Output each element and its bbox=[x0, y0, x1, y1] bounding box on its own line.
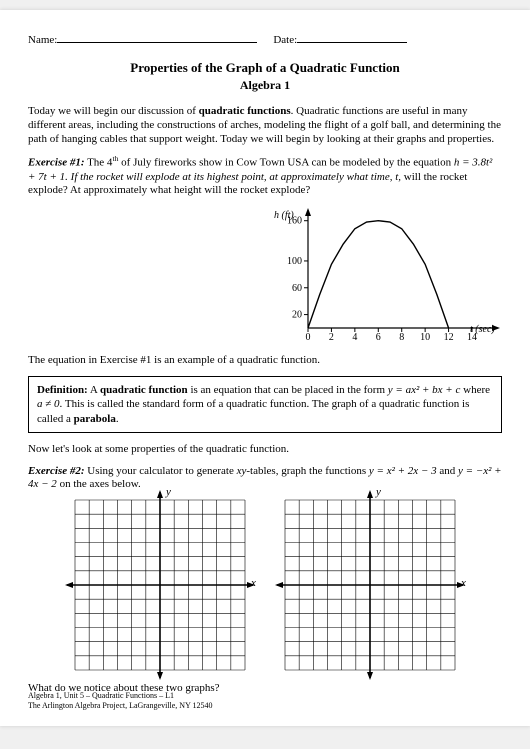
definition-box: Definition: A quadratic function is an e… bbox=[28, 376, 502, 433]
svg-text:8: 8 bbox=[399, 332, 404, 343]
svg-text:12: 12 bbox=[444, 332, 454, 343]
parabola-chart: h (ft)t (sec)024681012142060100160 bbox=[262, 206, 502, 346]
grid-left bbox=[75, 500, 245, 670]
ex2-d: on the axes below. bbox=[57, 478, 141, 490]
ex2-xy: xy bbox=[237, 465, 247, 477]
name-blank[interactable] bbox=[57, 32, 257, 43]
date-blank[interactable] bbox=[297, 32, 407, 43]
post-chart-text: The equation in Exercise #1 is an exampl… bbox=[28, 354, 502, 368]
grid-y-label: y bbox=[376, 486, 381, 498]
def-j: . bbox=[116, 413, 119, 425]
ex2-eq1: y = x² + 2x − 3 bbox=[369, 465, 437, 477]
grid-right-holder: y x bbox=[285, 500, 455, 674]
name-label: Name: bbox=[28, 34, 57, 46]
exercise-1: Exercise #1: The 4th of July fireworks s… bbox=[28, 154, 502, 198]
grid-x-label: x bbox=[251, 577, 256, 589]
def-label: Definition: bbox=[37, 384, 88, 396]
def-c: quadratic function bbox=[100, 384, 188, 396]
svg-text:160: 160 bbox=[287, 216, 302, 227]
svg-text:0: 0 bbox=[306, 332, 311, 343]
ex2-a: Using your calculator to generate bbox=[87, 465, 236, 477]
page-subtitle: Algebra 1 bbox=[28, 78, 502, 93]
svg-text:4: 4 bbox=[352, 332, 357, 343]
page-title: Properties of the Graph of a Quadratic F… bbox=[28, 60, 502, 76]
header-row: Name: Date: bbox=[28, 32, 502, 46]
ex2-c: and bbox=[437, 465, 458, 477]
def-i: parabola bbox=[74, 413, 116, 425]
grid-y-label: y bbox=[166, 486, 171, 498]
transition-text: Now let's look at some properties of the… bbox=[28, 443, 502, 457]
date-field: Date: bbox=[273, 32, 407, 46]
intro-a: Today we will begin our discussion of bbox=[28, 105, 199, 117]
ex2-b: -tables, graph the functions bbox=[246, 465, 369, 477]
grid-right bbox=[285, 500, 455, 670]
def-b: A bbox=[88, 384, 100, 396]
svg-text:14: 14 bbox=[467, 332, 477, 343]
svg-text:10: 10 bbox=[420, 332, 430, 343]
def-e: y = ax² + bx + c bbox=[388, 384, 461, 396]
def-g: a ≠ 0 bbox=[37, 398, 60, 410]
name-field: Name: bbox=[28, 32, 257, 46]
svg-text:60: 60 bbox=[292, 283, 302, 294]
ex1-a: The 4 bbox=[87, 157, 112, 169]
grid-left-holder: y x bbox=[75, 500, 245, 674]
footer-line2: The Arlington Algebra Project, LaGrangev… bbox=[28, 701, 213, 710]
ex2-label: Exercise #2: bbox=[28, 465, 85, 477]
exercise-2: Exercise #2: Using your calculator to ge… bbox=[28, 465, 502, 493]
svg-text:6: 6 bbox=[376, 332, 381, 343]
svg-text:2: 2 bbox=[329, 332, 334, 343]
page: Name: Date: Properties of the Graph of a… bbox=[0, 10, 530, 726]
ex1-label: Exercise #1: bbox=[28, 157, 85, 169]
def-d: is an equation that can be placed in the… bbox=[188, 384, 388, 396]
grids-row: y x y x bbox=[28, 500, 502, 674]
svg-text:100: 100 bbox=[287, 256, 302, 267]
parabola-chart-wrap: h (ft)t (sec)024681012142060100160 bbox=[28, 206, 502, 346]
svg-text:20: 20 bbox=[292, 310, 302, 321]
date-label: Date: bbox=[273, 34, 297, 46]
page-footer: Algebra 1, Unit 5 – Quadratic Functions … bbox=[28, 691, 213, 709]
intro-paragraph: Today we will begin our discussion of qu… bbox=[28, 105, 502, 146]
intro-bold: quadratic functions bbox=[199, 105, 291, 117]
ex1-b: of July fireworks show in Cow Town USA c… bbox=[118, 157, 451, 169]
def-f: where bbox=[460, 384, 490, 396]
grid-x-label: x bbox=[461, 577, 466, 589]
footer-line1: Algebra 1, Unit 5 – Quadratic Functions … bbox=[28, 691, 213, 700]
